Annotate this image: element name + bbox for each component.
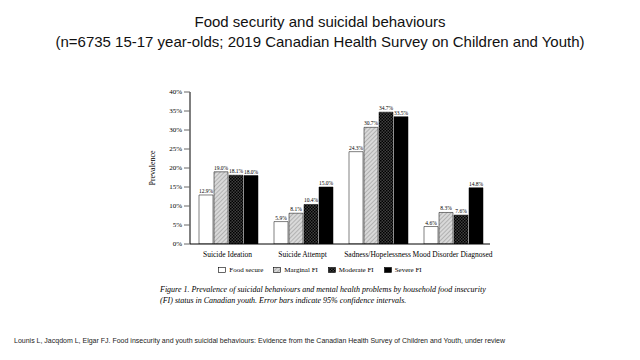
svg-text:15.0%: 15.0% xyxy=(319,180,334,186)
html-text:(n=6735 15-17 year-olds; 2019: (n=6735 15-17 year-olds; 2019 Canadian H… xyxy=(55,33,585,50)
html-text:Severe FI: Severe FI xyxy=(394,266,422,274)
svg-text:10.4%: 10.4% xyxy=(304,197,319,203)
html-text:Lounis L, Jacqdom L, Elgar FJ.: Lounis L, Jacqdom L, Elgar FJ. Food inse… xyxy=(14,337,506,344)
svg-text:30%: 30% xyxy=(169,126,182,134)
svg-text:7.6%: 7.6% xyxy=(455,208,467,214)
svg-text:Suicide Attempt: Suicide Attempt xyxy=(278,250,327,259)
svg-text:30.7%: 30.7% xyxy=(364,120,379,126)
svg-text:19.0%: 19.0% xyxy=(214,165,229,171)
svg-text:24.3%: 24.3% xyxy=(349,145,364,151)
svg-text:12.9%: 12.9% xyxy=(199,188,214,194)
svg-text:10%: 10% xyxy=(169,202,182,210)
html-text:Food secure: Food secure xyxy=(229,266,264,274)
html-text:Food security and suicidal beh: Food security and suicidal behaviours xyxy=(194,13,446,30)
svg-text:33.5%: 33.5% xyxy=(394,110,409,116)
svg-text:25%: 25% xyxy=(169,145,182,153)
svg-text:15%: 15% xyxy=(169,183,182,191)
svg-text:18.0%: 18.0% xyxy=(244,169,259,175)
svg-text:35%: 35% xyxy=(169,107,182,115)
svg-text:5%: 5% xyxy=(173,221,183,229)
svg-text:40%: 40% xyxy=(169,88,182,96)
html-text:Moderate FI: Moderate FI xyxy=(338,266,374,274)
svg-text:5.9%: 5.9% xyxy=(275,215,287,221)
svg-text:Sadness/Hopelessness: Sadness/Hopelessness xyxy=(344,250,411,259)
svg-text:34.7%: 34.7% xyxy=(379,105,394,111)
html-text:Figure 1. Prevalence of suicid: Figure 1. Prevalence of suicidal behavio… xyxy=(160,285,486,305)
svg-text:Mood Disorder Diagnosed: Mood Disorder Diagnosed xyxy=(413,250,493,259)
svg-text:Suicide Ideation: Suicide Ideation xyxy=(203,250,252,259)
svg-text:4.6%: 4.6% xyxy=(425,220,437,226)
svg-text:8.3%: 8.3% xyxy=(440,205,452,211)
html-text:Marginal FI: Marginal FI xyxy=(284,266,318,274)
svg-text:0%: 0% xyxy=(173,240,183,248)
svg-text:8.1%: 8.1% xyxy=(290,206,302,212)
svg-text:20%: 20% xyxy=(169,164,182,172)
svg-text:18.1%: 18.1% xyxy=(229,168,244,174)
svg-text:14.8%: 14.8% xyxy=(469,181,484,187)
svg-text:Prevalence: Prevalence xyxy=(148,150,157,186)
